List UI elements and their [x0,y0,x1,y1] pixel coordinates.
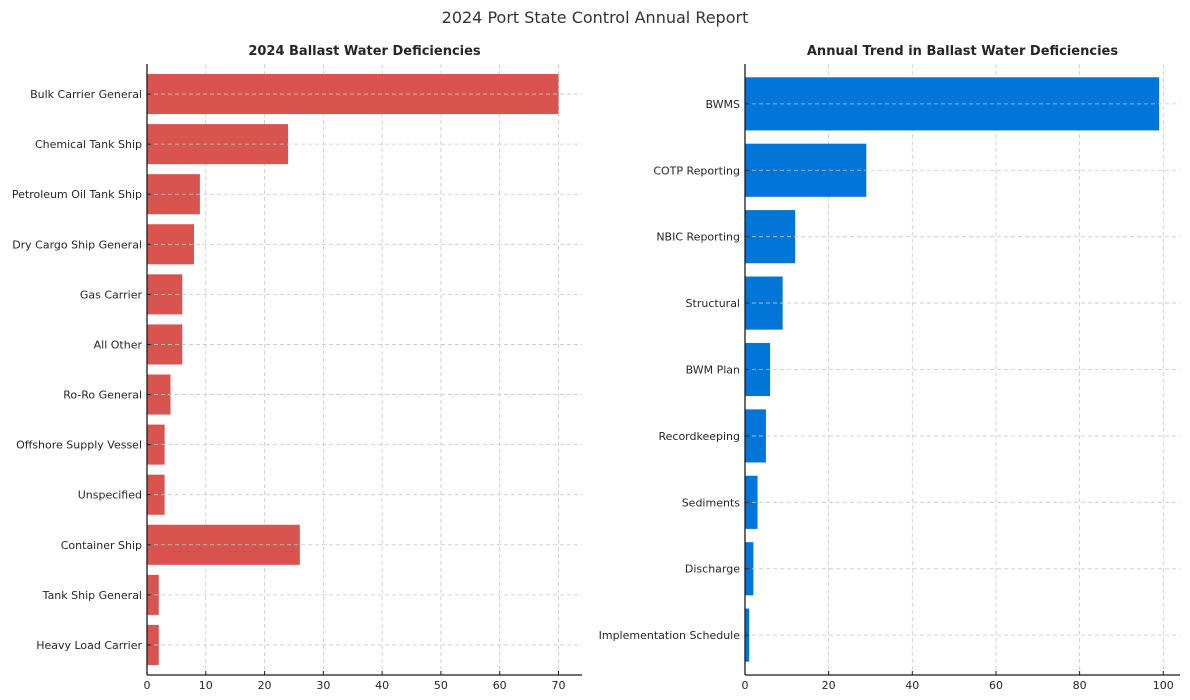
chart-title-left: 2024 Ballast Water Deficiencies [248,44,481,59]
y-tick-label: Bulk Carrier General [30,88,142,101]
bar-discharge [745,542,754,596]
y-tick-label: Heavy Load Carrier [36,639,142,652]
chart-title-right: Annual Trend in Ballast Water Deficienci… [807,44,1118,59]
x-tick-label: 20 [822,679,836,692]
y-tick-label: All Other [94,338,143,351]
bar-sediments [745,475,758,529]
x-tick-label: 0 [742,679,749,692]
x-tick-label: 60 [493,679,507,692]
x-tick-label: 40 [375,679,389,692]
y-tick-label: Gas Carrier [80,288,143,301]
y-tick-label: Offshore Supply Vessel [16,439,142,452]
y-tick-label: Discharge [685,563,740,576]
bar-cotp-reporting [745,143,867,197]
x-tick-label: 40 [905,679,919,692]
x-tick-label: 80 [1073,679,1087,692]
y-tick-label: Petroleum Oil Tank Ship [12,188,142,201]
x-tick-label: 60 [989,679,1003,692]
y-tick-label: Ro-Ro General [63,389,142,402]
y-tick-label: Implementation Schedule [599,629,741,642]
y-tick-label: Dry Cargo Ship General [12,238,142,251]
x-tick-label: 20 [258,679,272,692]
y-tick-label: Tank Ship General [42,589,142,602]
bar-tank-ship-general [147,574,159,615]
chart-panel-left: 2024 Ballast Water Deficiencies Bulk Carr… [12,44,582,692]
y-tick-label: NBIC Reporting [656,231,740,244]
x-tick-label: 30 [316,679,330,692]
x-tick-label: 10 [199,679,213,692]
y-tick-label: Container Ship [61,539,142,552]
x-tick-label: 70 [551,679,565,692]
y-tick-label: BWM Plan [686,364,740,377]
bar-heavy-load-carrier [147,624,159,665]
y-tick-label: COTP Reporting [653,164,740,177]
bar-ro-ro-general [147,374,171,415]
y-tick-label: Sediments [682,496,741,509]
chart-panel-right: Annual Trend in Ballast Water Deficienci… [599,44,1180,692]
y-tick-label: BWMS [705,98,740,111]
y-tick-label: Unspecified [78,489,142,502]
y-tick-label: Chemical Tank Ship [35,138,142,151]
x-tick-label: 100 [1153,679,1174,692]
x-tick-label: 0 [144,679,151,692]
y-tick-label: Recordkeeping [658,430,740,443]
figure-title: 2024 Port State Control Annual Report [441,8,749,27]
bar-bwm-plan [745,342,771,397]
y-tick-label: Structural [686,297,740,310]
x-tick-label: 50 [434,679,448,692]
